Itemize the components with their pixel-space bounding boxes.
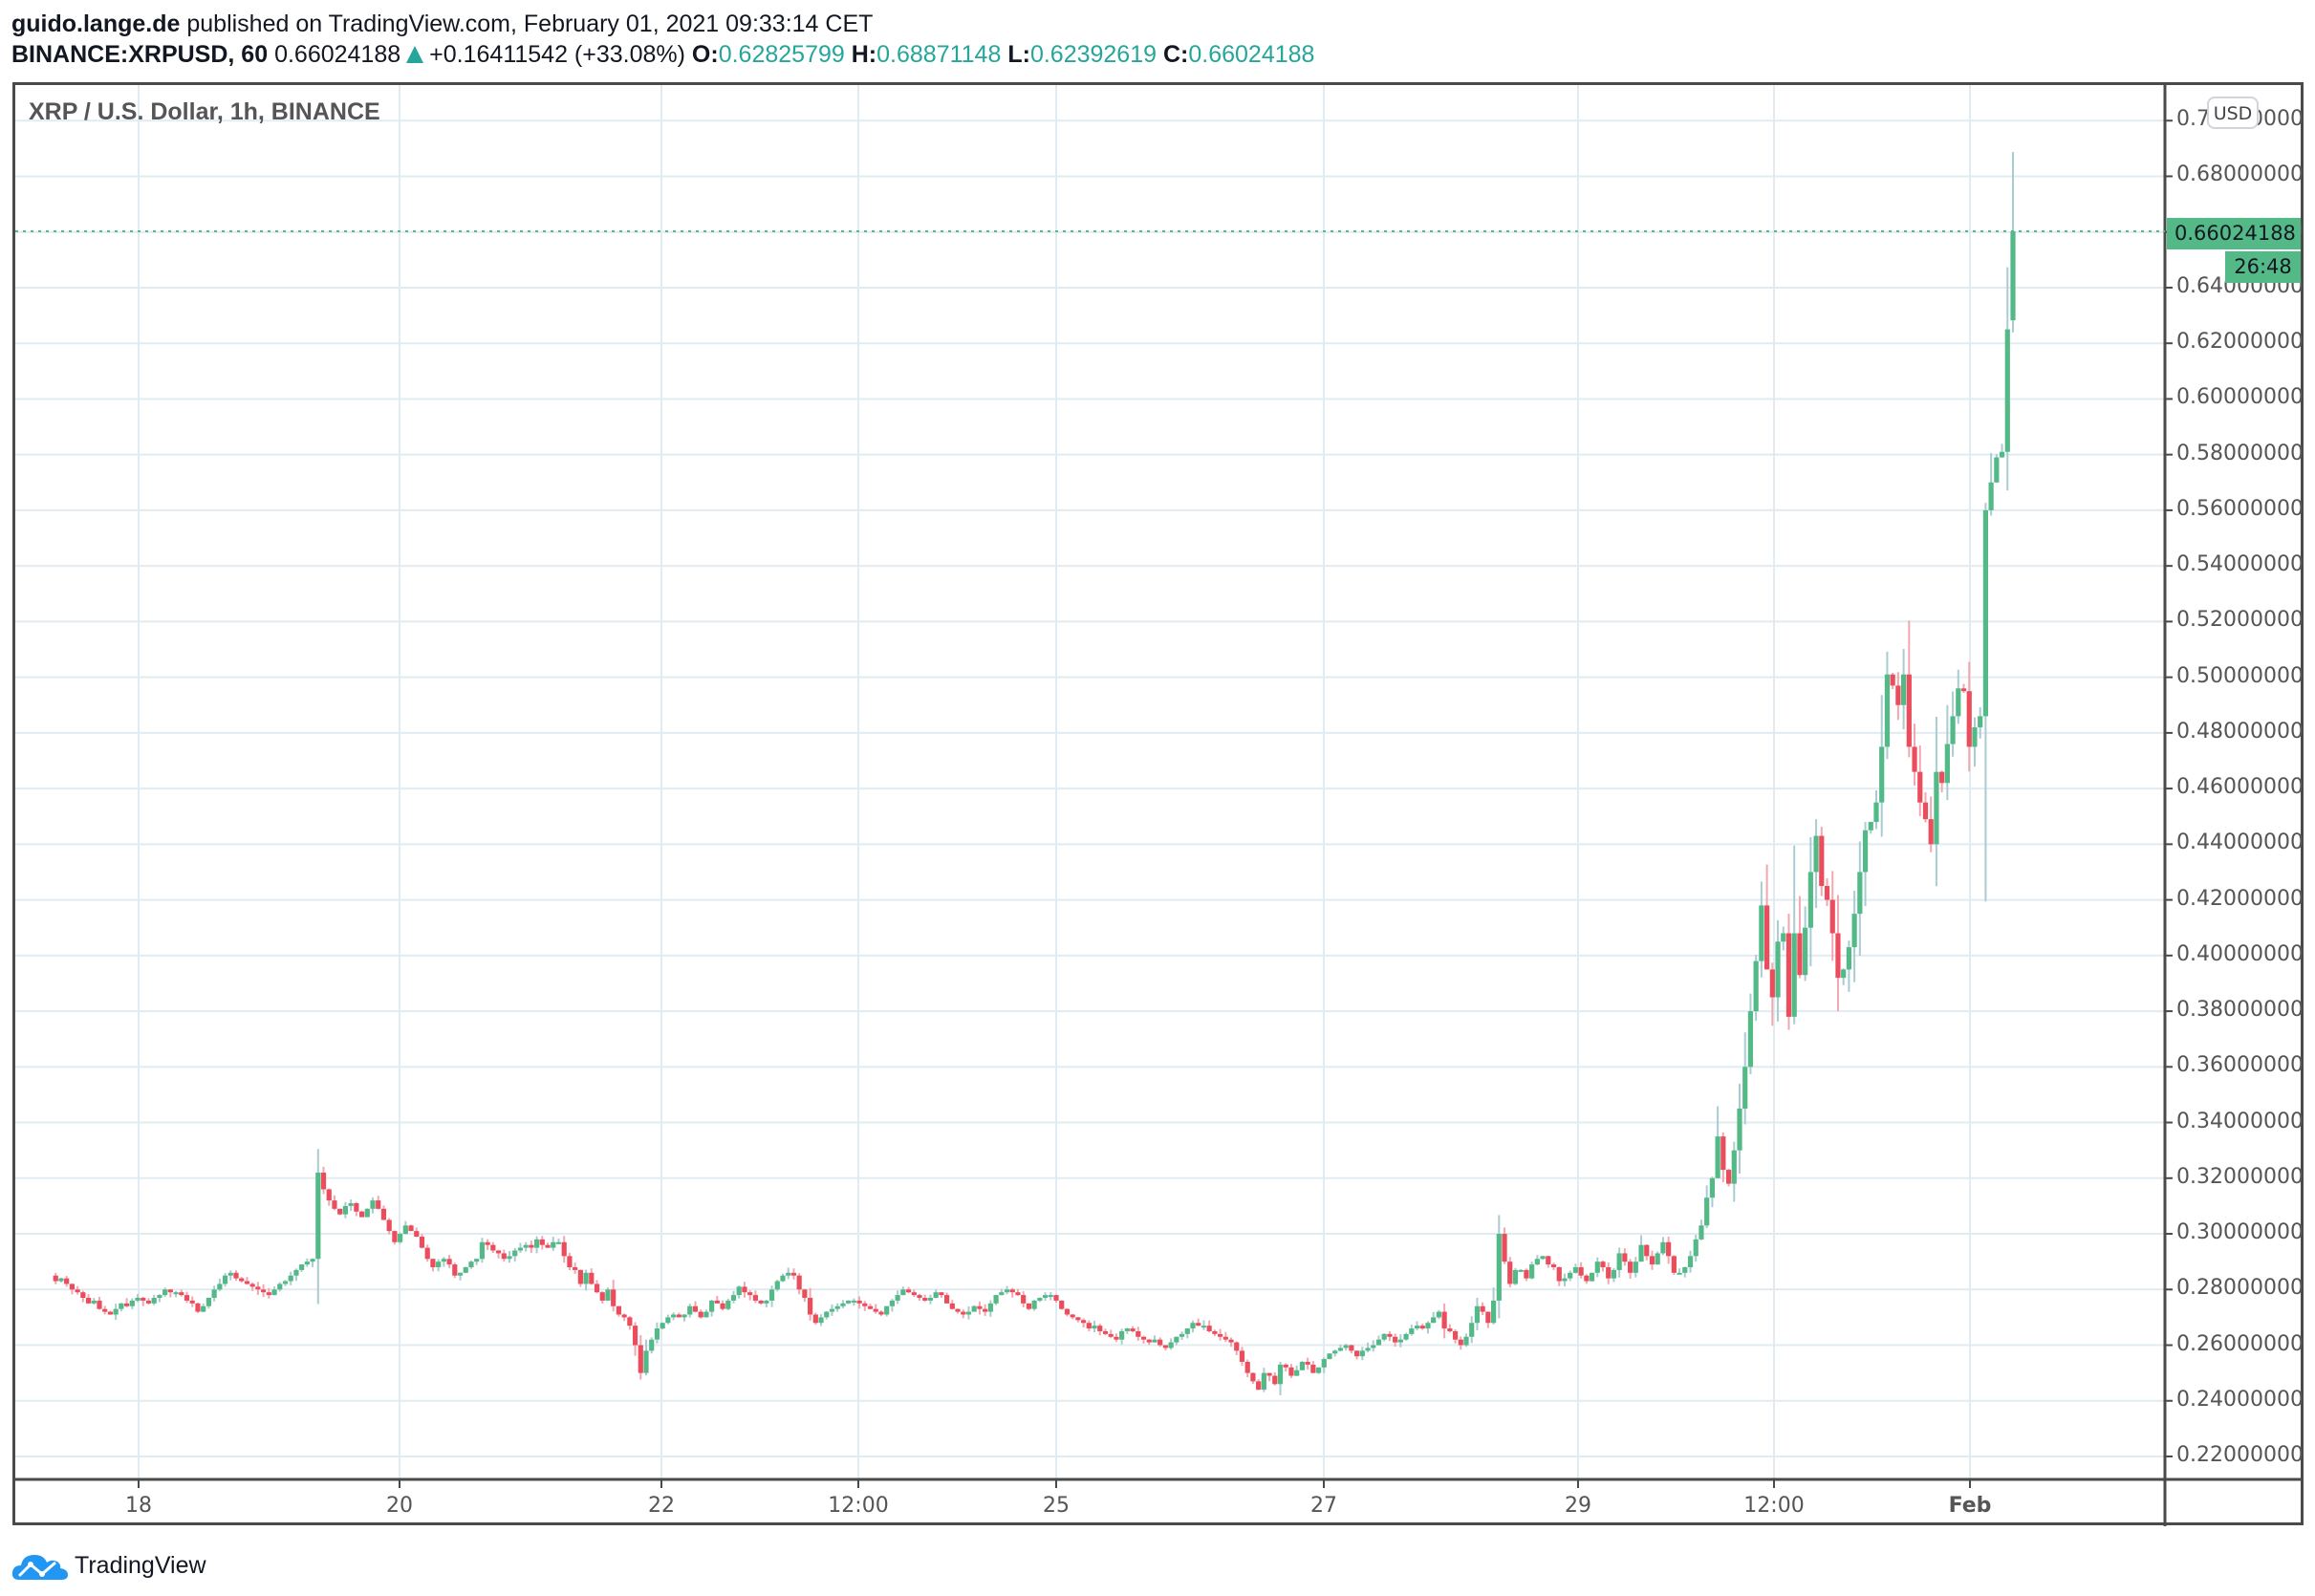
publish-line: guido.lange.de published on TradingView.… <box>11 8 873 40</box>
low-label: L: <box>1007 41 1030 68</box>
price-tick-label: 0.44000000 <box>2176 830 2304 855</box>
high-value: 0.68871148 <box>876 41 1002 68</box>
open-label: O: <box>691 41 719 68</box>
currency-button[interactable]: USD <box>2207 97 2259 129</box>
tradingview-cloud-icon <box>11 1555 68 1580</box>
time-tick-label: 27 <box>1310 1494 1337 1518</box>
price-tick-label: 0.48000000 <box>2176 719 2304 744</box>
price-tick-label: 0.28000000 <box>2176 1276 2304 1301</box>
author-name[interactable]: guido.lange.de <box>11 11 181 37</box>
time-tick-label: 25 <box>1043 1494 1070 1518</box>
price-tick-label: 0.30000000 <box>2176 1220 2304 1245</box>
price-tick-label: 0.26000000 <box>2176 1331 2304 1356</box>
price-tick-label: 0.36000000 <box>2176 1053 2304 1078</box>
price-tick-label: 0.54000000 <box>2176 552 2304 577</box>
published-text: published on TradingView.com, February 0… <box>186 11 874 37</box>
price-tick-label: 0.38000000 <box>2176 998 2304 1023</box>
time-tick-label: 22 <box>648 1494 675 1518</box>
time-tick-label: 12:00 <box>1743 1494 1805 1518</box>
high-label: H: <box>851 41 877 68</box>
price-tick-label: 0.22000000 <box>2176 1443 2304 1467</box>
up-triangle-icon <box>406 46 424 63</box>
price-tick-label: 0.62000000 <box>2176 330 2304 355</box>
close-label: C: <box>1162 41 1189 68</box>
brand-name: TradingView <box>75 1551 206 1579</box>
time-tick-label: 18 <box>125 1494 152 1518</box>
last-price-tag: 0.66024188 <box>2167 218 2301 249</box>
price-tick-label: 0.50000000 <box>2176 663 2304 688</box>
time-tick-label: 29 <box>1565 1494 1591 1518</box>
symbol-name: BINANCE:XRPUSD, 60 <box>11 41 269 68</box>
chart-title: XRP / U.S. Dollar, 1h, BINANCE <box>29 98 380 125</box>
symbol-line: BINANCE:XRPUSD, 60 0.66024188 +0.16411542… <box>11 38 1314 71</box>
price-tick-label: 0.34000000 <box>2176 1109 2304 1133</box>
last-price: 0.66024188 <box>274 41 401 68</box>
price-tick-label: 0.32000000 <box>2176 1164 2304 1189</box>
time-tick-label: Feb <box>1948 1494 1992 1518</box>
price-tick-label: 0.68000000 <box>2176 162 2304 187</box>
price-tick-label: 0.58000000 <box>2176 441 2304 465</box>
price-tick-label: 0.60000000 <box>2176 385 2304 410</box>
price-tick-label: 0.40000000 <box>2176 941 2304 966</box>
open-value: 0.62825799 <box>718 41 845 68</box>
price-tick-label: 0.52000000 <box>2176 608 2304 633</box>
price-tick-label: 0.42000000 <box>2176 886 2304 911</box>
chart-frame <box>12 82 2304 1525</box>
price-tick-label: 0.24000000 <box>2176 1387 2304 1412</box>
time-tick-label: 20 <box>386 1494 413 1518</box>
price-change: +0.16411542 (+33.08%) <box>429 41 685 68</box>
price-tick-label: 0.46000000 <box>2176 775 2304 800</box>
tradingview-logo[interactable]: TradingView <box>11 1548 206 1583</box>
time-tick-label: 12:00 <box>828 1494 889 1518</box>
close-value: 0.66024188 <box>1188 41 1315 68</box>
price-tick-label: 0.56000000 <box>2176 496 2304 521</box>
bar-countdown-tag: 26:48 <box>2225 251 2301 283</box>
low-value: 0.62392619 <box>1029 41 1158 68</box>
